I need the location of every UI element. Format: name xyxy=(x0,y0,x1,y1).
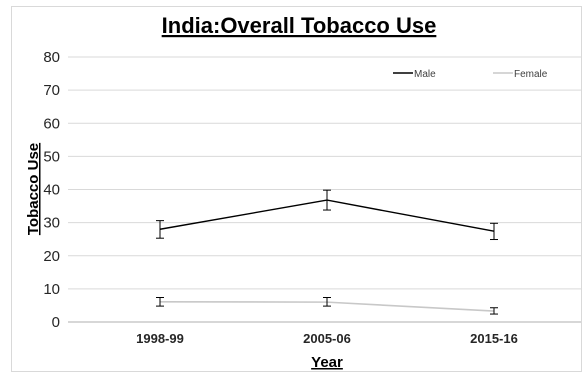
x-axis-title: Year xyxy=(311,354,343,371)
x-category-label: 2015-16 xyxy=(470,331,518,346)
male-series xyxy=(156,189,498,241)
x-category-label: 1998-99 xyxy=(136,331,184,346)
chart-title: India:Overall Tobacco Use xyxy=(162,13,437,38)
legend-label-male: Male xyxy=(414,69,436,80)
female-error-bar xyxy=(323,296,331,307)
legend-item-female: Female xyxy=(493,69,548,80)
y-axis-title: Tobacco Use xyxy=(25,143,42,235)
female-series xyxy=(156,296,498,315)
y-tick-label: 0 xyxy=(52,314,60,331)
male-error-bar xyxy=(490,222,498,241)
legend-item-male: Male xyxy=(393,69,436,80)
female-error-bar xyxy=(490,307,498,315)
y-tick-label: 10 xyxy=(43,281,60,298)
y-tick-label: 20 xyxy=(43,248,60,265)
male-error-bar xyxy=(156,220,164,239)
y-tick-label: 40 xyxy=(43,182,60,199)
female-error-bar xyxy=(156,296,164,307)
y-tick-label: 30 xyxy=(43,215,60,232)
legend: Male Female xyxy=(393,69,548,80)
y-tick-label: 80 xyxy=(43,49,60,66)
x-axis-category-labels: 1998-99 2005-06 2015-16 xyxy=(136,331,518,346)
gridlines xyxy=(68,56,581,290)
y-tick-label: 70 xyxy=(43,82,60,99)
y-axis-tick-labels: 0 10 20 30 40 50 60 70 80 xyxy=(43,49,60,331)
y-tick-label: 50 xyxy=(43,148,60,165)
y-tick-label: 60 xyxy=(43,115,60,132)
x-category-label: 2005-06 xyxy=(303,331,351,346)
male-error-bar xyxy=(323,189,331,211)
legend-label-female: Female xyxy=(514,69,548,80)
series-layer xyxy=(156,189,498,315)
